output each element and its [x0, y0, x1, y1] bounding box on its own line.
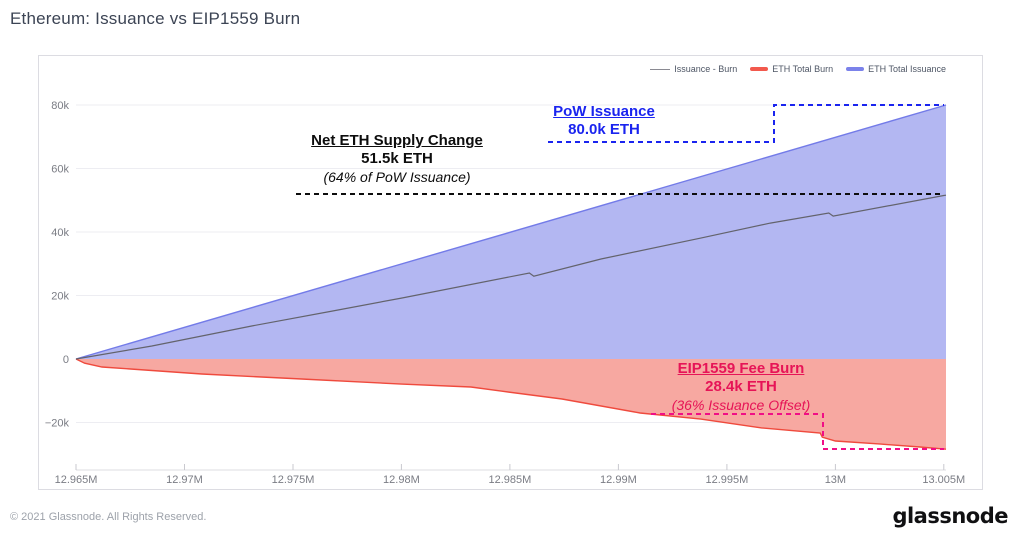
y-tick-label: 40k [51, 227, 69, 239]
net-supply-annotation: Net ETH Supply Change 51.5k ETH (64% of … [282, 132, 512, 186]
legend-item-eth-total-issuance[interactable]: ETH Total Issuance [846, 64, 946, 74]
pow-issuance-title: PoW Issuance [553, 103, 655, 120]
x-tick-label: 13.005M [922, 474, 965, 486]
chart-panel: 12.965M 12.97M 12.975M 12.98M 12.985M 12.99M 1… [38, 55, 983, 490]
x-tick-label: 12.99M [600, 474, 637, 486]
y-tick-label: 20k [51, 291, 69, 303]
x-tick-label: 12.975M [272, 474, 315, 486]
x-tick-label: 12.995M [705, 474, 748, 486]
series-line-issuance-burn [75, 194, 947, 360]
copyright-text: © 2021 Glassnode. All Rights Reserved. [10, 511, 207, 523]
legend-item-eth-total-burn[interactable]: ETH Total Burn [750, 64, 833, 74]
page-title: Ethereum: Issuance vs EIP1559 Burn [10, 9, 301, 28]
legend-label: ETH Total Burn [772, 64, 834, 74]
fee-burn-annotation: EIP1559 Fee Burn 28.4k ETH (36% Issuance… [631, 360, 851, 414]
x-tick-label: 12.985M [488, 474, 531, 486]
pow-issuance-annotation: PoW Issuance 80.0k ETH [519, 103, 689, 139]
fee-burn-title: EIP1559 Fee Burn [677, 360, 805, 377]
y-tick-label: −20k [45, 418, 70, 430]
x-tick-label: 12.97M [166, 474, 203, 486]
line-swatch-icon [650, 68, 671, 70]
area-swatch-icon [846, 67, 865, 71]
pow-issuance-callout-line [548, 104, 944, 143]
net-supply-note: (64% of PoW Issuance) [323, 169, 471, 185]
x-tick-label: 13M [825, 474, 846, 486]
series-line-eth-total-burn [75, 358, 947, 450]
plot-layer: 12.965M 12.97M 12.975M 12.98M 12.985M 12.99M 1… [45, 100, 965, 486]
fee-burn-value: 28.4k ETH [705, 378, 777, 395]
y-tick-label: 60k [51, 164, 69, 176]
net-supply-value: 51.5k ETH [361, 150, 433, 167]
series-area-eth-total-burn [76, 359, 946, 450]
fee-burn-callout-line [651, 413, 944, 450]
chart-canvas: 12.965M 12.97M 12.975M 12.98M 12.985M 12.99M 1… [45, 100, 965, 486]
legend-label: ETH Total Issuance [868, 64, 946, 74]
chart-legend: Issuance - Burn ETH Total Burn ETH Total… [650, 64, 946, 74]
net-supply-title: Net ETH Supply Change [311, 132, 483, 149]
x-tick-label: 12.98M [383, 474, 420, 486]
callout-layer [296, 104, 944, 450]
y-tick-label: 80k [51, 100, 69, 112]
legend-label: Issuance - Burn [674, 64, 738, 74]
y-tick-label: 0 [63, 354, 69, 366]
series-line-eth-total-issuance [75, 104, 947, 360]
legend-item-issuance-burn[interactable]: Issuance - Burn [650, 64, 737, 74]
area-swatch-icon [750, 67, 769, 71]
pow-issuance-value: 80.0k ETH [568, 121, 640, 138]
x-tick-label: 12.965M [55, 474, 98, 486]
glassnode-logo: glassnode [892, 504, 1008, 528]
fee-burn-note: (36% Issuance Offset) [671, 397, 811, 413]
